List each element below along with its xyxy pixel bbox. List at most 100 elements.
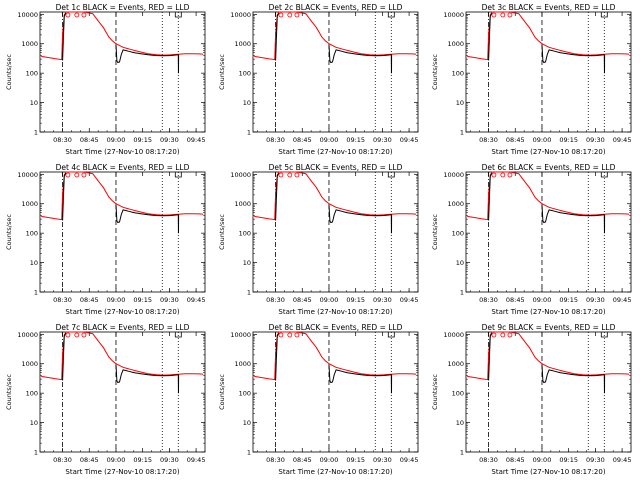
panel-title: Det 2c BLACK = Events, RED = LLD bbox=[269, 3, 403, 12]
y-tick-label: 10000 bbox=[230, 331, 251, 339]
x-tick-label: 09:00 bbox=[107, 296, 126, 304]
bracket-marker bbox=[174, 12, 182, 18]
x-tick-label: 08:45 bbox=[506, 296, 525, 304]
panel-4: Det 4c BLACK = Events, RED = LLD Counts/s… bbox=[5, 163, 205, 316]
y-tick-label: 100 bbox=[26, 70, 38, 78]
y-tick-label: 10 bbox=[456, 99, 464, 107]
y-tick-label: 1000 bbox=[234, 200, 251, 208]
y-tick-label: 1 bbox=[34, 129, 38, 137]
x-tick-label: 08:45 bbox=[80, 296, 99, 304]
y-tick-label: 10 bbox=[243, 99, 251, 107]
x-tick-label: 08:45 bbox=[293, 136, 312, 144]
y-tick-label: 1000 bbox=[21, 360, 38, 368]
x-tick-label: 09:00 bbox=[533, 296, 552, 304]
y-tick-label: 10 bbox=[243, 259, 251, 267]
x-axis-label: Start Time (27-Nov-10 08:17:20) bbox=[65, 148, 179, 156]
x-tick-label: 08:45 bbox=[293, 296, 312, 304]
saturation-marker bbox=[507, 172, 513, 178]
saturation-marker bbox=[491, 12, 497, 18]
panel-2: Det 2c BLACK = Events, RED = LLD Counts/s… bbox=[218, 3, 418, 156]
x-tick-label: 09:45 bbox=[187, 296, 206, 304]
y-tick-label: 10000 bbox=[443, 331, 464, 339]
y-tick-label: 1 bbox=[247, 129, 251, 137]
bracket-marker bbox=[387, 172, 395, 178]
x-tick-label: 09:15 bbox=[133, 296, 152, 304]
x-tick-label: 09:30 bbox=[160, 456, 179, 464]
x-axis-label: Start Time (27-Nov-10 08:17:20) bbox=[278, 308, 392, 316]
bracket-marker bbox=[600, 172, 608, 178]
x-tick-label: 08:30 bbox=[53, 136, 72, 144]
y-tick-label: 1 bbox=[247, 449, 251, 457]
x-tick-label: 09:30 bbox=[586, 296, 605, 304]
y-axis-label: Counts/sec bbox=[218, 214, 226, 250]
events-series-line bbox=[541, 365, 606, 394]
x-axis-label: Start Time (27-Nov-10 08:17:20) bbox=[491, 308, 605, 316]
y-tick-label: 1 bbox=[34, 289, 38, 297]
y-tick-label: 1000 bbox=[447, 200, 464, 208]
events-series-line bbox=[275, 12, 280, 61]
x-tick-label: 09:15 bbox=[559, 456, 578, 464]
events-series-line bbox=[328, 365, 393, 394]
x-tick-label: 08:45 bbox=[506, 456, 525, 464]
bracket-marker bbox=[600, 12, 608, 18]
saturation-marker bbox=[500, 12, 506, 18]
x-tick-label: 09:15 bbox=[133, 456, 152, 464]
y-tick-label: 10000 bbox=[443, 171, 464, 179]
saturation-marker bbox=[81, 12, 87, 18]
saturation-marker bbox=[81, 172, 87, 178]
saturation-marker bbox=[278, 12, 284, 18]
bracket-marker bbox=[387, 12, 395, 18]
y-tick-label: 10 bbox=[30, 99, 38, 107]
y-tick-label: 1000 bbox=[21, 40, 38, 48]
x-tick-label: 09:30 bbox=[373, 296, 392, 304]
panel-title: Det 8c BLACK = Events, RED = LLD bbox=[269, 323, 403, 332]
panel-8: Det 8c BLACK = Events, RED = LLD Counts/s… bbox=[218, 323, 418, 476]
x-tick-label: 08:30 bbox=[266, 296, 285, 304]
y-tick-label: 1000 bbox=[447, 360, 464, 368]
saturation-marker bbox=[500, 172, 506, 178]
events-series-line bbox=[115, 45, 180, 74]
panel-5: Det 5c BLACK = Events, RED = LLD Counts/s… bbox=[218, 163, 418, 316]
saturation-marker bbox=[65, 332, 71, 338]
y-axis-label: Counts/sec bbox=[431, 214, 439, 250]
y-tick-label: 10 bbox=[243, 419, 251, 427]
x-tick-label: 08:30 bbox=[479, 456, 498, 464]
plot-frame bbox=[252, 171, 419, 293]
saturation-marker bbox=[500, 332, 506, 338]
panel-7: Det 7c BLACK = Events, RED = LLD Counts/s… bbox=[5, 323, 205, 476]
y-tick-label: 10 bbox=[456, 419, 464, 427]
y-tick-label: 1000 bbox=[21, 200, 38, 208]
panel-title: Det 3c BLACK = Events, RED = LLD bbox=[482, 3, 616, 12]
x-tick-label: 08:45 bbox=[80, 456, 99, 464]
panel-title: Det 1c BLACK = Events, RED = LLD bbox=[56, 3, 190, 12]
plot-frame bbox=[252, 11, 419, 133]
saturation-marker bbox=[491, 332, 497, 338]
x-tick-label: 08:45 bbox=[506, 136, 525, 144]
events-series-line bbox=[115, 205, 180, 234]
bracket-marker bbox=[174, 172, 182, 178]
plot-frame bbox=[465, 11, 632, 133]
lld-series-line bbox=[41, 171, 204, 221]
x-tick-label: 08:45 bbox=[293, 456, 312, 464]
events-series-line bbox=[275, 332, 280, 381]
y-axis-label: Counts/sec bbox=[218, 54, 226, 90]
saturation-marker bbox=[74, 332, 80, 338]
events-series-line bbox=[62, 172, 67, 221]
x-tick-label: 09:45 bbox=[187, 136, 206, 144]
x-tick-label: 09:00 bbox=[320, 136, 339, 144]
x-tick-label: 09:30 bbox=[160, 296, 179, 304]
x-tick-label: 09:30 bbox=[373, 456, 392, 464]
y-tick-label: 100 bbox=[452, 390, 464, 398]
x-tick-label: 08:30 bbox=[479, 296, 498, 304]
y-tick-label: 10000 bbox=[443, 11, 464, 19]
events-series-line bbox=[62, 332, 67, 381]
x-tick-label: 08:30 bbox=[53, 456, 72, 464]
lld-series-line bbox=[41, 11, 204, 61]
x-tick-label: 09:45 bbox=[400, 136, 419, 144]
x-tick-label: 08:30 bbox=[266, 136, 285, 144]
x-tick-label: 09:15 bbox=[346, 136, 365, 144]
y-tick-label: 100 bbox=[452, 230, 464, 238]
saturation-marker bbox=[287, 172, 293, 178]
x-tick-label: 09:45 bbox=[187, 456, 206, 464]
